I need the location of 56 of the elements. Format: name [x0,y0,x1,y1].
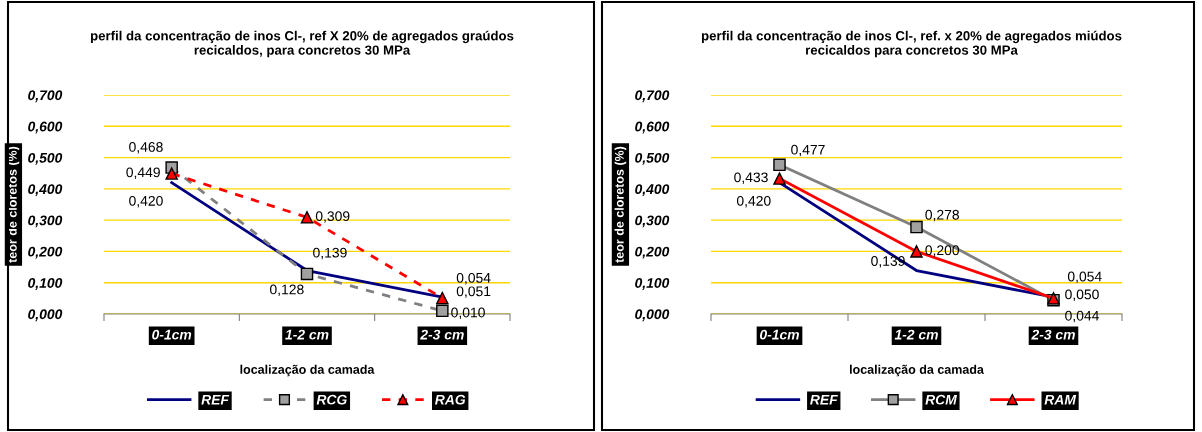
point [910,245,923,258]
data-label: 0,054 [456,272,491,285]
x-axis-title: localização da camada [849,364,984,377]
point [165,167,178,180]
legend-label: RCG [316,394,347,405]
y-tick-label: 0,500 [28,152,63,165]
y-tick-label: 0,200 [635,246,670,259]
y-tick-label: 0,300 [28,215,63,228]
legend-label: RCM [925,394,958,405]
data-label: 0,051 [456,286,491,298]
y-axis-title: teor de cloretos (%) [614,146,627,263]
data-label: 0,128 [270,284,304,296]
point [436,291,449,305]
y-tick-label: 0,100 [635,278,670,290]
y-tick-label: 0,600 [28,121,63,134]
data-label: 0,449 [126,167,160,179]
y-tick-label: 0,000 [635,309,670,322]
point [773,172,786,185]
data-label: 0,044 [1065,310,1099,323]
y-tick-label: 0,600 [635,121,670,134]
point [436,304,449,318]
data-label: 0,433 [734,172,768,184]
data-label: 0,420 [129,195,163,208]
data-label: 0,420 [736,195,771,208]
chart-title: perfil da concentração de inos Cl-, ref. x 20% de agregados miúdos recicaldos para concretos 30 MPa [701,30,1122,58]
data-label: 0,468 [129,142,163,154]
y-tick-label: 0,700 [28,90,63,103]
x-tick-label: 0-1cm [760,329,799,340]
x-tick-label: 2-3 cm [420,329,464,340]
data-label: 0,477 [791,144,825,157]
legend-label: REF [810,394,838,405]
point [773,158,786,172]
x-tick-label: 1-2 cm [894,329,938,340]
data-label: 0,050 [1065,289,1099,301]
y-tick-label: 0,400 [635,184,670,197]
y-tick-label: 0,100 [28,278,63,290]
x-axis-title: localização da camada [240,364,375,377]
x-tick-label: 2-3 cm [1031,329,1075,340]
y-tick-label: 0,300 [635,215,670,228]
x-tick-label: 0-1cm [152,329,192,340]
y-tick-label: 0,500 [635,152,670,165]
data-label: 0,139 [871,256,905,268]
y-tick-label: 0,400 [28,184,63,197]
data-label: 0,054 [1067,271,1102,284]
y-tick-label: 0,200 [28,246,63,259]
point [300,211,314,224]
point [300,267,314,281]
legend-label: RAG [435,394,466,405]
y-tick-label: 0,700 [635,90,670,103]
x-tick-label: 1-2 cm [285,329,329,340]
chart-title: perfil da concentração de inos Cl-, ref X 20% de agregados graúdos recicaldos, para concretos 30 MPa [90,30,514,58]
data-label: 0,278 [925,209,959,222]
point [910,220,923,234]
legend-label: REF [201,394,230,405]
legend-label: RAM [1044,394,1077,405]
y-tick-label: 0,000 [28,309,63,322]
